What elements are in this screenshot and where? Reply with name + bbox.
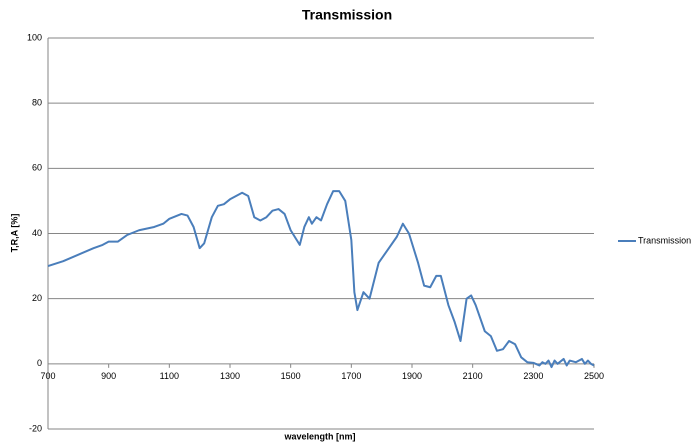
y-tick-label: 0 xyxy=(37,358,42,368)
x-tick-label: 1500 xyxy=(281,371,301,381)
y-tick-label: 60 xyxy=(32,163,42,173)
x-tick-label: 2300 xyxy=(523,371,543,381)
x-tick-label: 700 xyxy=(40,371,55,381)
x-tick-label: 1300 xyxy=(220,371,240,381)
legend-label: Transmission xyxy=(638,235,691,245)
x-tick-label: 1100 xyxy=(160,371,179,381)
y-tick-label: 80 xyxy=(32,98,42,108)
x-tick-label: 2500 xyxy=(584,371,604,381)
x-axis-label: wavelength [nm] xyxy=(283,431,355,441)
x-tick-label: 2100 xyxy=(463,371,483,381)
x-tick-label: 900 xyxy=(101,371,116,381)
x-tick-label: 1900 xyxy=(402,371,422,381)
y-axis-label: T,R,A [%] xyxy=(9,214,19,253)
chart-title: Transmission xyxy=(302,7,392,23)
y-tick-label: 100 xyxy=(27,32,42,42)
x-tick-label: 1700 xyxy=(341,371,361,381)
y-tick-label: -20 xyxy=(29,423,42,433)
y-tick-label: 20 xyxy=(32,293,42,303)
y-tick-label: 40 xyxy=(32,228,42,238)
data-line xyxy=(47,190,595,369)
